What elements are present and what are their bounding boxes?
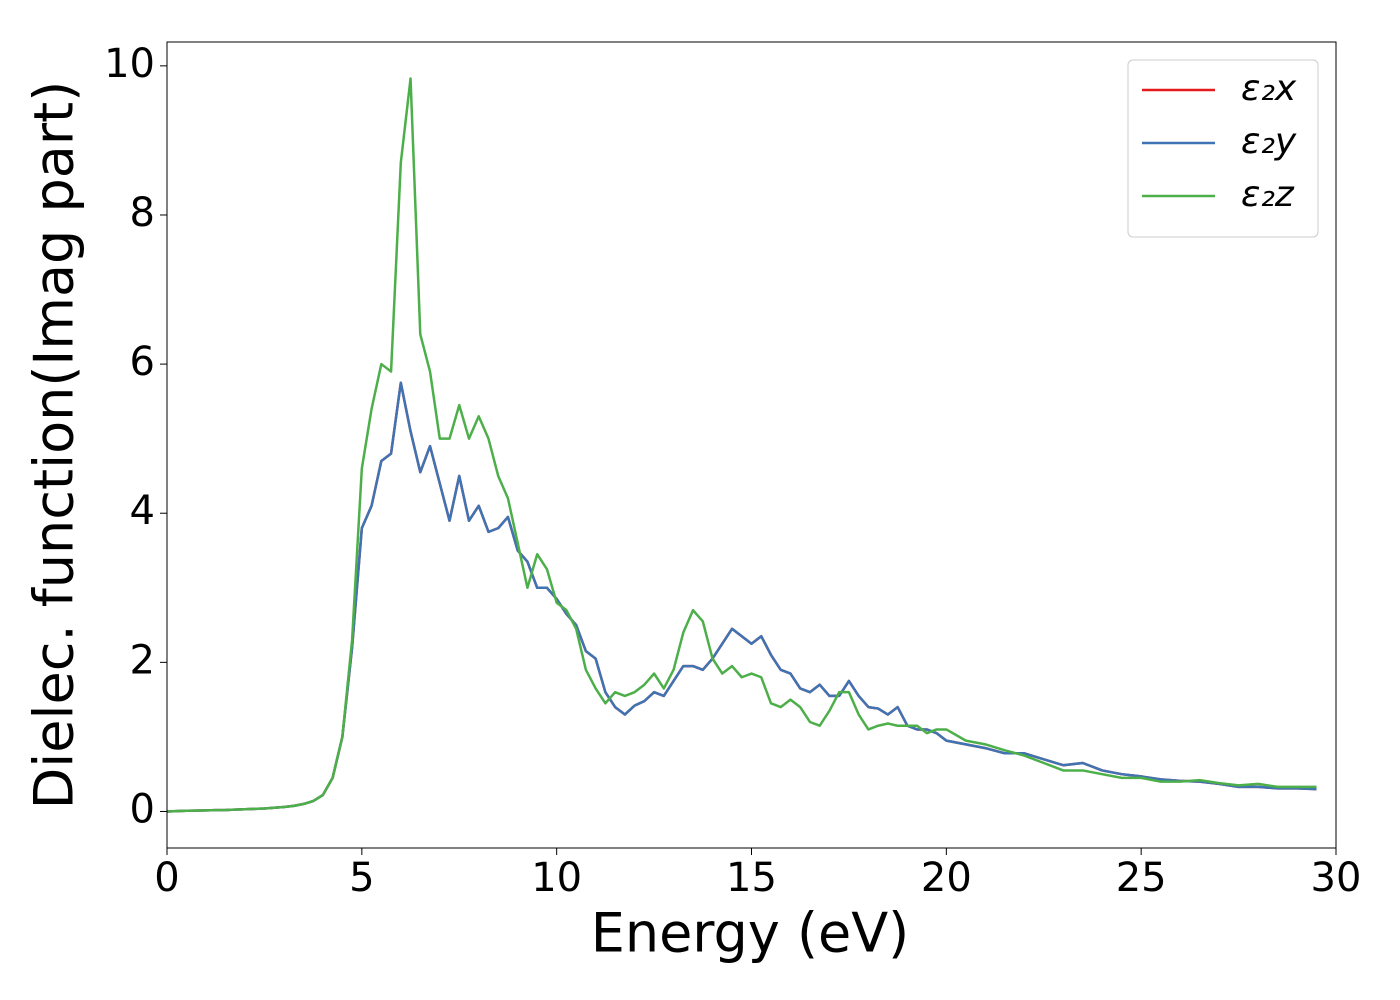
y-tick-label: 8 [130, 190, 155, 236]
y-tick-label: 0 [130, 786, 155, 832]
x-axis-label: Energy (eV) [591, 902, 910, 965]
x-tick-label: 25 [1116, 855, 1167, 901]
y-tick-label: 4 [130, 488, 155, 534]
x-tick-label: 0 [154, 855, 179, 901]
x-tick-label: 15 [726, 855, 777, 901]
legend-label: ε₂y [1241, 121, 1297, 162]
y-tick-label: 6 [130, 339, 155, 385]
legend-box [1127, 59, 1319, 238]
legend-label: ε₂z [1241, 174, 1295, 215]
x-tick-label: 5 [349, 855, 374, 901]
x-tick-label: 30 [1311, 855, 1362, 901]
x-tick-label: 10 [531, 855, 582, 901]
x-tick-label: 20 [921, 855, 972, 901]
y-tick-label: 2 [130, 637, 155, 683]
plot-frame [166, 41, 1337, 849]
y-axis-label: Dielec. function(Imag part) [23, 81, 86, 810]
y-tick-label: 10 [104, 41, 155, 87]
data-line [167, 77, 1317, 813]
legend-label: ε₂x [1241, 68, 1297, 109]
